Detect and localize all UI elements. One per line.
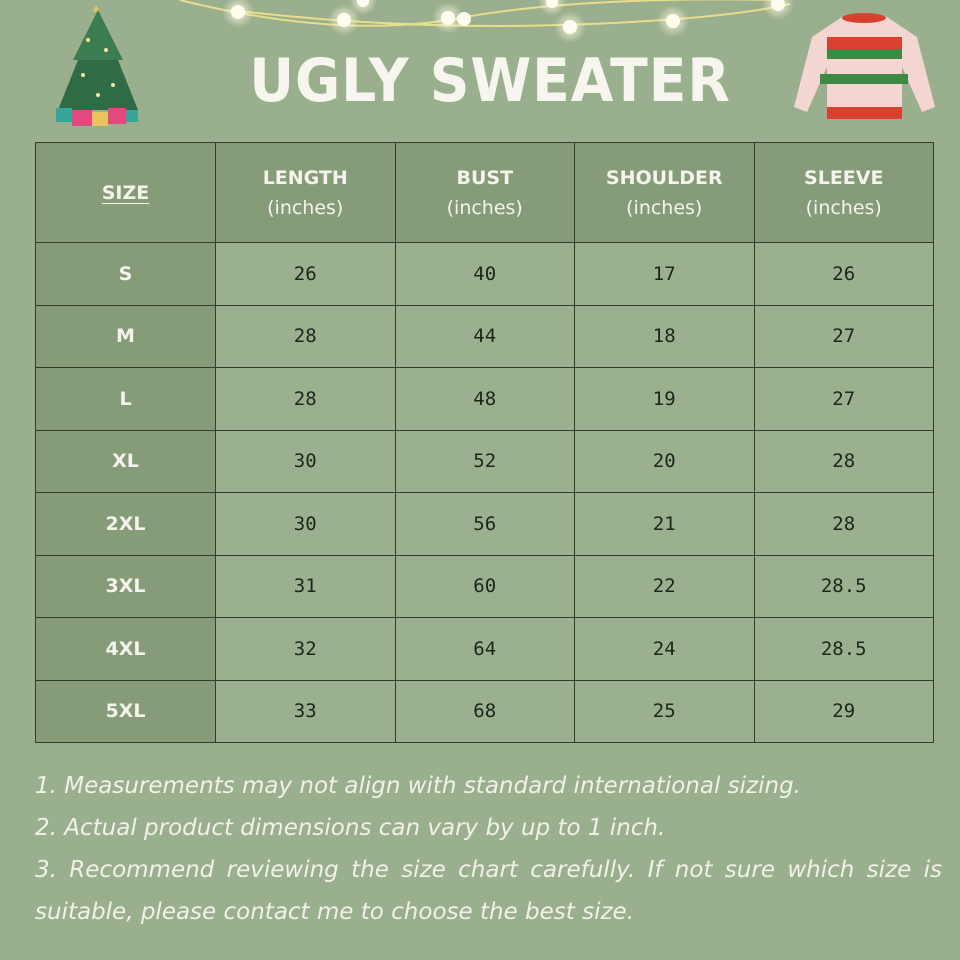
christmas-tree-icon <box>56 5 138 126</box>
measurement-cell: 21 <box>574 492 755 556</box>
table-row: 4XL 32 64 24 28.5 <box>35 617 934 681</box>
measurement-cell: 26 <box>215 242 396 306</box>
measurement-cell: 48 <box>394 367 575 431</box>
page-title: UGLY SWEATER <box>249 46 731 116</box>
measurement-cell: 28 <box>215 304 396 368</box>
size-cell: L <box>35 367 216 431</box>
table-row: 3XL 31 60 22 28.5 <box>35 554 934 618</box>
measurement-cell: 52 <box>394 429 575 493</box>
measurement-cell: 56 <box>394 492 575 556</box>
size-chart-table: SIZE LENGTH (inches) BUST (inches) SHOULDE… <box>35 142 934 743</box>
measurement-cell: 19 <box>574 367 755 431</box>
measurement-cell: 17 <box>574 242 755 306</box>
measurement-cell: 60 <box>394 554 575 618</box>
note-1: 1. Measurements may not align with stand… <box>35 773 801 799</box>
measurement-cell: 33 <box>215 679 396 743</box>
size-cell: 4XL <box>35 617 216 681</box>
measurement-cell: 40 <box>394 242 575 306</box>
string-lights-icon <box>179 0 794 43</box>
notes: 1. Measurements may not align with stand… <box>35 765 942 933</box>
size-cell: M <box>35 304 216 368</box>
header-label: SLEEVE <box>804 166 884 189</box>
size-cell: 5XL <box>35 679 216 743</box>
measurement-cell: 28 <box>753 492 934 556</box>
size-cell: S <box>35 242 216 306</box>
measurement-cell: 24 <box>574 617 755 681</box>
header-unit: (inches) <box>446 196 523 219</box>
size-cell: XL <box>35 429 216 493</box>
measurement-cell: 32 <box>215 617 396 681</box>
measurement-cell: 25 <box>574 679 755 743</box>
table-row: M 28 44 18 27 <box>35 304 934 368</box>
measurement-cell: 28.5 <box>753 617 934 681</box>
header-sleeve: SLEEVE (inches) <box>753 142 934 243</box>
table-row: XL 30 52 20 28 <box>35 429 934 493</box>
measurement-cell: 68 <box>394 679 575 743</box>
table-header-row: SIZE LENGTH (inches) BUST (inches) SHOULDE… <box>35 142 934 243</box>
measurement-cell: 28 <box>753 429 934 493</box>
measurement-cell: 30 <box>215 429 396 493</box>
measurement-cell: 27 <box>753 304 934 368</box>
note-3: 3. Recommend reviewing the size chart ca… <box>35 857 942 925</box>
measurement-cell: 20 <box>574 429 755 493</box>
header-shoulder: SHOULDER (inches) <box>574 142 755 243</box>
table-row: 2XL 30 56 21 28 <box>35 492 934 556</box>
measurement-cell: 28 <box>215 367 396 431</box>
measurement-cell: 31 <box>215 554 396 618</box>
table-row: L 28 48 19 27 <box>35 367 934 431</box>
measurement-cell: 30 <box>215 492 396 556</box>
sweater-icon <box>794 13 935 119</box>
header-unit: (inches) <box>267 196 344 219</box>
header-size: SIZE <box>35 142 216 243</box>
header-label: BUST <box>456 166 514 189</box>
measurement-cell: 27 <box>753 367 934 431</box>
measurement-cell: 22 <box>574 554 755 618</box>
size-cell: 2XL <box>35 492 216 556</box>
header-unit: (inches) <box>626 196 703 219</box>
table-row: 5XL 33 68 25 29 <box>35 679 934 743</box>
measurement-cell: 44 <box>394 304 575 368</box>
header-length: LENGTH (inches) <box>215 142 396 243</box>
table-row: S 26 40 17 26 <box>35 242 934 306</box>
measurement-cell: 26 <box>753 242 934 306</box>
measurement-cell: 64 <box>394 617 575 681</box>
measurement-cell: 18 <box>574 304 755 368</box>
header-label: SHOULDER <box>605 166 723 189</box>
measurement-cell: 29 <box>753 679 934 743</box>
note-2: 2. Actual product dimensions can vary by… <box>35 815 666 841</box>
measurement-cell: 28.5 <box>753 554 934 618</box>
header-label: LENGTH <box>262 166 348 189</box>
header-unit: (inches) <box>805 196 882 219</box>
header-bust: BUST (inches) <box>394 142 575 243</box>
size-cell: 3XL <box>35 554 216 618</box>
